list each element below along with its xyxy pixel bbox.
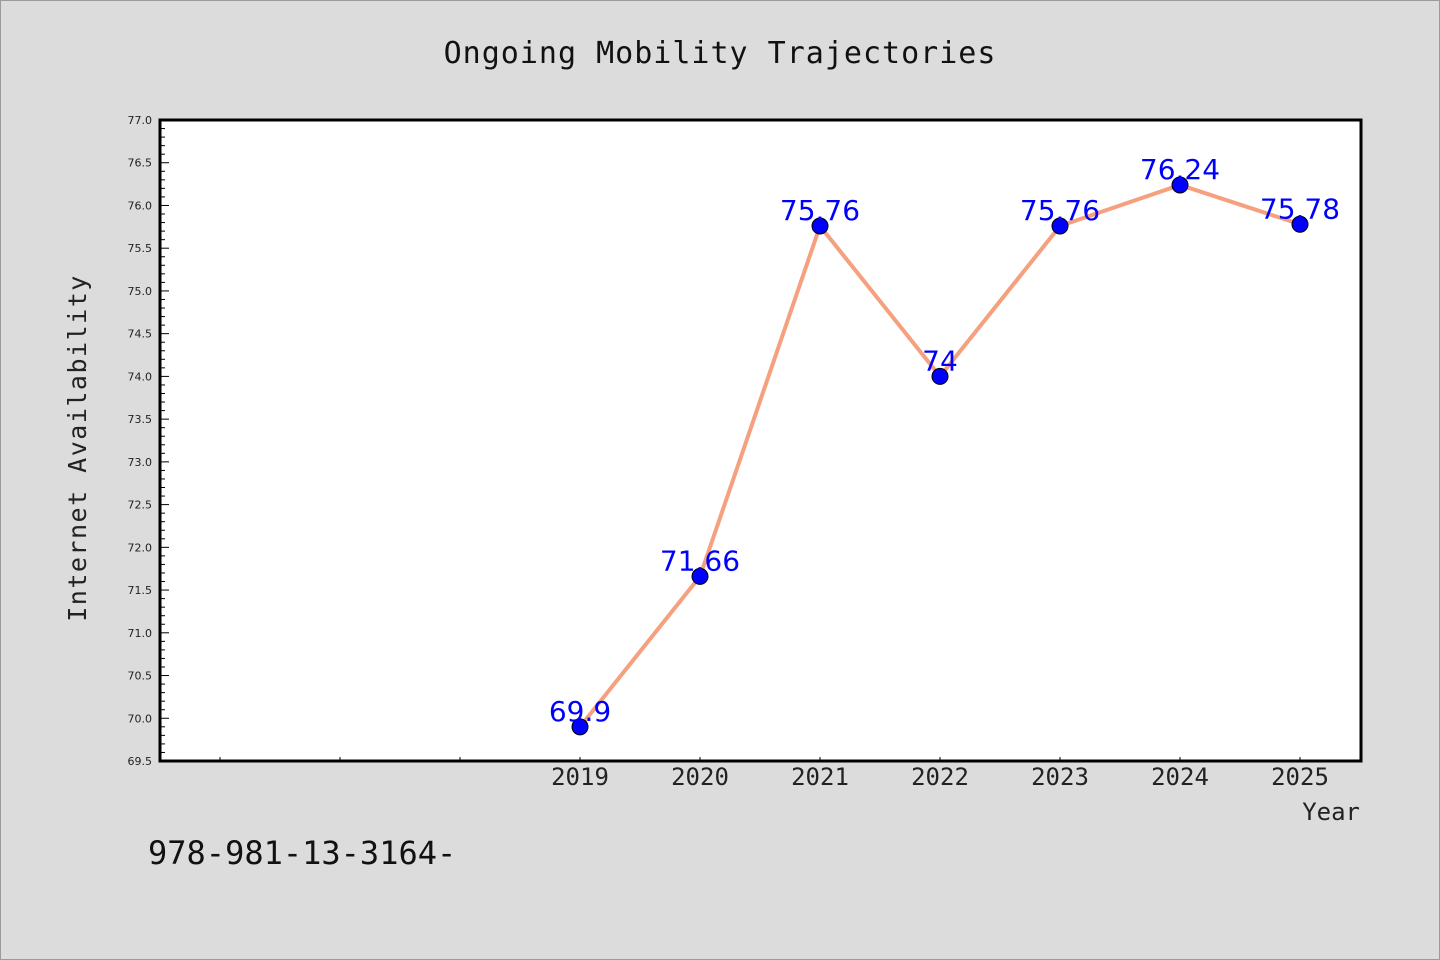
data-labels-group: 69.9 71.66 75.76 74 75.76 76.24 75.78 (549, 153, 1340, 728)
y-tick-label: 74.0 (128, 370, 153, 383)
data-point (811, 217, 829, 235)
data-label: 76.24 (1140, 153, 1220, 186)
x-axis-label: Year (1302, 798, 1360, 826)
data-point (931, 367, 949, 385)
y-tick-label: 73.5 (128, 413, 153, 426)
y-tick-label: 69.5 (128, 755, 153, 768)
x-tick-label: 2022 (911, 763, 969, 791)
y-tick-label: 75.0 (128, 285, 153, 298)
data-point (1171, 176, 1189, 194)
data-point (1291, 215, 1309, 233)
x-tick-label: 2019 (551, 763, 609, 791)
y-tick-label: 72.5 (128, 499, 153, 512)
data-point (691, 567, 709, 585)
data-label: 75.78 (1260, 192, 1340, 225)
y-tick-label: 70.0 (128, 712, 153, 725)
data-label: 71.66 (660, 544, 740, 577)
y-tick-label: 76.5 (128, 157, 153, 170)
data-label: 75.76 (1020, 194, 1100, 227)
data-label: 69.9 (549, 695, 611, 728)
x-tick-label: 2023 (1031, 763, 1089, 791)
footer-code: 978-981-13-3164- (148, 834, 456, 872)
y-tick-label: 72.0 (128, 541, 153, 554)
y-tick-label: 77.0 (128, 114, 153, 127)
x-tick-label: 2021 (791, 763, 849, 791)
x-axis: 2019 2020 2021 2022 2023 2024 2025 (219, 757, 1329, 791)
y-tick-label: 71.0 (128, 627, 153, 640)
x-tick-label: 2024 (1151, 763, 1209, 791)
chart-title: Ongoing Mobility Trajectories (444, 36, 997, 71)
data-label: 74 (922, 344, 958, 377)
series-points-group (571, 176, 1309, 736)
y-axis-label: Internet Availability (63, 274, 92, 622)
data-point (571, 718, 589, 736)
y-tick-label: 71.5 (128, 584, 153, 597)
data-label: 75.76 (780, 194, 860, 227)
y-tick-label: 73.0 (128, 456, 153, 469)
y-tick-label: 75.5 (128, 242, 153, 255)
x-tick-label: 2020 (671, 763, 729, 791)
y-tick-label: 70.5 (128, 670, 153, 683)
data-point (1051, 217, 1069, 235)
y-tick-label: 74.5 (128, 328, 153, 341)
y-tick-label: 76.0 (128, 199, 153, 212)
plot-area (158, 118, 1363, 763)
x-tick-label: 2025 (1271, 763, 1329, 791)
y-axis: 69.5 70.0 70.5 71.0 71.5 72.0 72.5 73.0 73.5 74.0… (128, 114, 169, 768)
